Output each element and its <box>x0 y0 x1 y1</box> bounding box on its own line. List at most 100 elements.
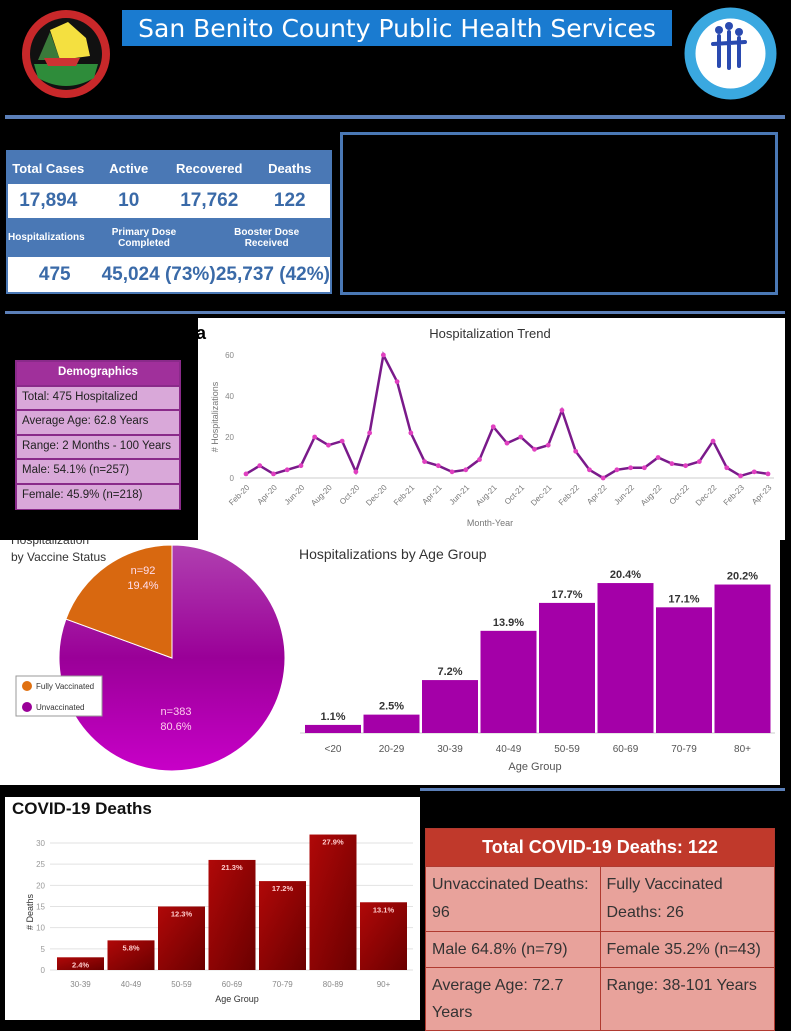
data-point <box>271 471 276 477</box>
male-deaths: Male 64.8% (n=79) <box>432 941 568 958</box>
x-tick-label: Dec-20 <box>364 483 389 508</box>
data-point <box>518 434 524 440</box>
data-point <box>422 459 427 464</box>
y-tick-label: 20 <box>36 881 45 890</box>
data-label: 27.9% <box>322 838 344 847</box>
x-tick-label: Feb-23 <box>722 483 747 508</box>
demographics-row: Female: 45.9% (n=218) <box>22 488 143 501</box>
bar <box>208 859 256 970</box>
data-label: 1.1% <box>320 711 345 723</box>
data-point <box>587 467 592 473</box>
data-label: 2.5% <box>379 701 404 713</box>
vaccinated-deaths: Fully Vaccinated Deaths: 26 <box>599 867 775 931</box>
data-label: 21.3% <box>221 863 243 872</box>
data-point <box>408 430 414 436</box>
demographics-row: Average Age: 62.8 Years <box>17 411 179 436</box>
x-tick-label: 40-49 <box>496 744 522 755</box>
slice-label: 19.4% <box>127 580 158 592</box>
hospitalizations-value: 475 <box>38 263 71 285</box>
y-axis-label: # Deaths <box>25 893 35 930</box>
bar <box>539 602 595 733</box>
data-label: 13.1% <box>373 905 395 914</box>
demographics-row: Male: 54.1% (n=257) <box>17 460 179 485</box>
trend-line <box>245 351 769 480</box>
chart-title: COVID-19 Deaths <box>12 799 152 818</box>
chart-title: Hospitalizations by Age Group <box>299 546 487 562</box>
bar <box>422 680 478 733</box>
data-label: 17.1% <box>668 593 699 605</box>
data-point <box>284 467 290 473</box>
recovered-value: 17,762 <box>180 190 239 211</box>
bar <box>305 724 361 733</box>
data-point <box>614 467 620 473</box>
divider <box>5 115 785 119</box>
deaths-label: Deaths <box>268 160 312 176</box>
data-point <box>312 434 318 440</box>
x-tick-label: Dec-21 <box>529 483 554 508</box>
bar <box>360 902 407 970</box>
y-tick-label: 40 <box>225 392 234 401</box>
average-age: Average Age: 72.7 Years <box>432 977 564 1021</box>
public-health-logo <box>684 7 777 100</box>
y-tick-label: 20 <box>225 433 234 442</box>
data-label: 2.4% <box>72 960 89 969</box>
data-point <box>339 438 345 444</box>
pie-slice-fully-vaccinated <box>65 544 173 659</box>
x-tick-label: 70-79 <box>671 744 697 755</box>
active-label: Active <box>109 160 149 176</box>
data-point <box>724 465 730 471</box>
female-deaths: Female 35.2% (n=43) <box>599 932 775 967</box>
x-tick-label: Apr-22 <box>585 483 609 507</box>
data-point <box>738 473 743 479</box>
deaths-table-title: Total COVID-19 Deaths: 122 <box>426 829 774 866</box>
legend-swatch <box>22 702 32 712</box>
bar <box>107 940 155 970</box>
bar <box>259 881 306 970</box>
deaths-summary-table: Total COVID-19 Deaths: 122 Unvaccinated … <box>425 828 775 1031</box>
x-tick-label: Feb-20 <box>227 483 252 508</box>
x-tick-label: Aug-20 <box>309 483 334 508</box>
primary-dose-label: Primary Dose Completed <box>111 226 177 249</box>
data-label: 12.3% <box>171 910 193 919</box>
data-point <box>641 465 647 471</box>
deaths-bar-chart: COVID-19 Deaths 0 5 10 15 20 25 30 # Deaths 2.4% 3… <box>12 799 413 1004</box>
data-point <box>600 475 606 481</box>
total-cases-value: 17,894 <box>19 190 78 211</box>
x-tick-label: 20-29 <box>379 744 405 755</box>
y-tick-label: 10 <box>36 924 45 933</box>
y-tick-label: 0 <box>41 966 46 975</box>
x-tick-label: 60-69 <box>222 980 243 989</box>
data-point <box>655 455 661 460</box>
data-label: 20.2% <box>727 571 758 583</box>
total-cases-label: Total Cases <box>12 160 85 176</box>
data-point <box>367 430 373 436</box>
empty-panel <box>340 132 778 295</box>
y-tick-label: 15 <box>36 903 45 912</box>
y-tick-label: 25 <box>36 860 45 869</box>
demographics-row: Range: 2 Months - 100 Years <box>17 436 179 460</box>
data-point <box>243 471 249 477</box>
x-tick-label: 70-79 <box>272 980 293 989</box>
data-label: 20.4% <box>610 569 641 581</box>
data-point <box>573 448 579 454</box>
x-tick-label: Oct-22 <box>668 483 692 507</box>
x-tick-label: Oct-21 <box>503 483 527 507</box>
x-tick-label: Feb-21 <box>392 483 417 508</box>
x-tick-label: Jun-21 <box>448 483 472 507</box>
legend-label: Unvaccinated <box>36 703 84 712</box>
data-point <box>435 463 441 469</box>
bar <box>656 607 712 733</box>
x-tick-label: Oct-20 <box>338 483 362 507</box>
y-axis-label: # Hospitalizations <box>210 381 220 452</box>
x-tick-label: Dec-22 <box>694 483 719 508</box>
x-axis-label: Age Group <box>215 994 259 1004</box>
x-tick-label: Jun-22 <box>612 483 636 507</box>
x-axis-label: Month-Year <box>467 518 513 528</box>
y-tick-label: 0 <box>230 474 235 483</box>
data-point <box>353 469 359 475</box>
data-label: 7.2% <box>437 666 462 678</box>
black-overlay <box>0 510 198 540</box>
x-tick-label: Apr-23 <box>750 483 774 507</box>
x-tick-label: 50-59 <box>171 980 192 989</box>
demographics-box: Demographics Total: 475 Hospitalized Ave… <box>15 360 181 511</box>
